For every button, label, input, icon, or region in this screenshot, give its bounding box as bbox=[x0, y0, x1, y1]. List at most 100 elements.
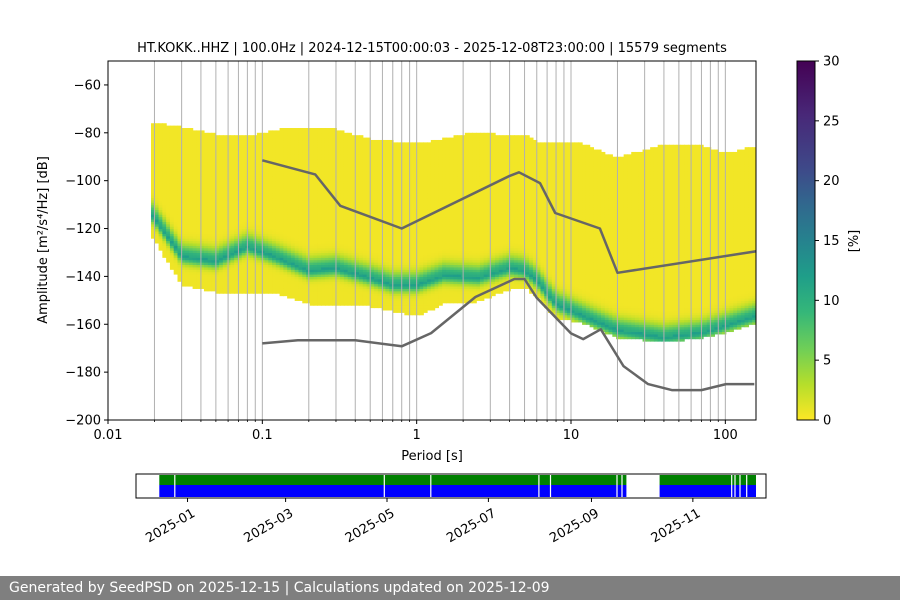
heatmap-cell bbox=[328, 290, 334, 294]
heatmap-cell bbox=[340, 221, 345, 225]
heatmap-cell bbox=[419, 202, 424, 206]
heatmap-cell bbox=[328, 139, 334, 143]
heatmap-cell bbox=[419, 266, 424, 270]
heatmap-cell bbox=[362, 274, 368, 277]
heatmap-cell bbox=[256, 199, 262, 203]
heatmap-cell bbox=[173, 238, 179, 242]
heatmap-cell bbox=[396, 235, 402, 239]
heatmap-cell bbox=[294, 266, 300, 270]
heatmap-cell bbox=[290, 293, 296, 297]
heatmap-cell bbox=[230, 269, 235, 273]
heatmap-cell bbox=[404, 190, 409, 194]
heatmap-cell bbox=[411, 266, 417, 270]
heatmap-cell bbox=[222, 223, 228, 227]
heatmap-cell bbox=[260, 283, 266, 287]
heatmap-cell bbox=[260, 269, 266, 273]
heatmap-cell bbox=[324, 226, 330, 230]
heatmap-cell bbox=[169, 218, 175, 222]
heatmap-cell bbox=[321, 285, 326, 289]
heatmap-cell bbox=[358, 247, 364, 251]
heatmap-cell bbox=[154, 199, 160, 203]
heatmap-cell bbox=[272, 233, 277, 237]
heatmap-cell bbox=[366, 149, 371, 153]
heatmap-cell bbox=[415, 185, 421, 189]
heatmap-cell bbox=[203, 163, 209, 167]
heatmap-cell bbox=[336, 171, 341, 175]
heatmap-cell bbox=[166, 197, 171, 201]
heatmap-cell bbox=[381, 238, 387, 242]
heatmap-cell bbox=[279, 204, 284, 208]
heatmap-cell bbox=[374, 283, 379, 287]
heatmap-cell bbox=[328, 269, 334, 273]
heatmap-cell bbox=[192, 206, 197, 210]
heatmap-cell bbox=[321, 269, 326, 273]
heatmap-cell bbox=[158, 139, 163, 143]
heatmap-cell bbox=[166, 190, 171, 194]
heatmap-cell bbox=[226, 262, 232, 266]
heatmap-cell bbox=[385, 223, 390, 227]
heatmap-cell bbox=[275, 271, 281, 275]
heatmap-cell bbox=[358, 242, 364, 246]
heatmap-cell bbox=[207, 221, 213, 225]
heatmap-cell bbox=[385, 151, 390, 155]
heatmap-cell bbox=[340, 235, 345, 239]
heatmap-cell bbox=[400, 159, 405, 163]
heatmap-cell bbox=[294, 209, 300, 213]
heatmap-cell bbox=[408, 206, 413, 210]
heatmap-cell bbox=[347, 288, 353, 292]
heatmap-cell bbox=[230, 247, 235, 251]
heatmap-cell bbox=[207, 147, 213, 151]
heatmap-cell bbox=[290, 154, 296, 158]
heatmap-cell bbox=[377, 233, 383, 237]
heatmap-cell bbox=[328, 178, 334, 182]
heatmap-cell bbox=[362, 293, 368, 297]
heatmap-cell bbox=[393, 297, 398, 301]
heatmap-cell bbox=[404, 295, 409, 299]
heatmap-cell bbox=[298, 226, 303, 230]
heatmap-cell bbox=[260, 161, 266, 165]
heatmap-cell bbox=[351, 269, 356, 273]
heatmap-cell bbox=[306, 142, 311, 146]
heatmap-cell bbox=[400, 283, 405, 287]
heatmap-cell bbox=[404, 151, 409, 155]
heatmap-cell bbox=[203, 245, 209, 249]
heatmap-cell bbox=[287, 154, 292, 158]
heatmap-cell bbox=[260, 247, 266, 251]
heatmap-cell bbox=[275, 285, 281, 289]
heatmap-cell bbox=[185, 147, 190, 151]
heatmap-cell bbox=[298, 132, 303, 136]
heatmap-cell bbox=[287, 144, 292, 148]
heatmap-cell bbox=[230, 168, 235, 172]
heatmap-cell bbox=[173, 269, 179, 273]
heatmap-cell bbox=[358, 135, 364, 139]
heatmap-cell bbox=[196, 214, 201, 218]
heatmap-cell bbox=[362, 223, 368, 227]
heatmap-cell bbox=[347, 195, 353, 199]
heatmap-cell bbox=[370, 290, 375, 294]
heatmap-cell bbox=[287, 262, 292, 266]
heatmap-cell bbox=[230, 166, 235, 170]
heatmap-cell bbox=[154, 206, 160, 210]
heatmap-cell bbox=[336, 223, 341, 227]
heatmap-cell bbox=[393, 161, 398, 165]
heatmap-cell bbox=[309, 154, 315, 158]
heatmap-cell bbox=[219, 242, 224, 246]
heatmap-cell bbox=[328, 285, 334, 289]
heatmap-cell bbox=[279, 197, 284, 201]
heatmap-cell bbox=[317, 252, 322, 256]
heatmap-cell bbox=[219, 185, 224, 189]
heatmap-cell bbox=[215, 254, 220, 258]
heatmap-cell bbox=[196, 254, 201, 258]
heatmap-cell bbox=[219, 178, 224, 182]
heatmap-cell bbox=[249, 257, 254, 261]
heatmap-cell bbox=[185, 214, 190, 218]
heatmap-cell bbox=[169, 223, 175, 227]
heatmap-cell bbox=[343, 211, 349, 215]
heatmap-cell bbox=[294, 264, 300, 268]
heatmap-cell bbox=[241, 185, 247, 189]
heatmap-cell bbox=[260, 178, 266, 182]
heatmap-cell bbox=[287, 218, 292, 222]
heatmap-cell bbox=[302, 142, 307, 146]
heatmap-cell bbox=[404, 309, 409, 313]
heatmap-cell bbox=[347, 187, 353, 191]
